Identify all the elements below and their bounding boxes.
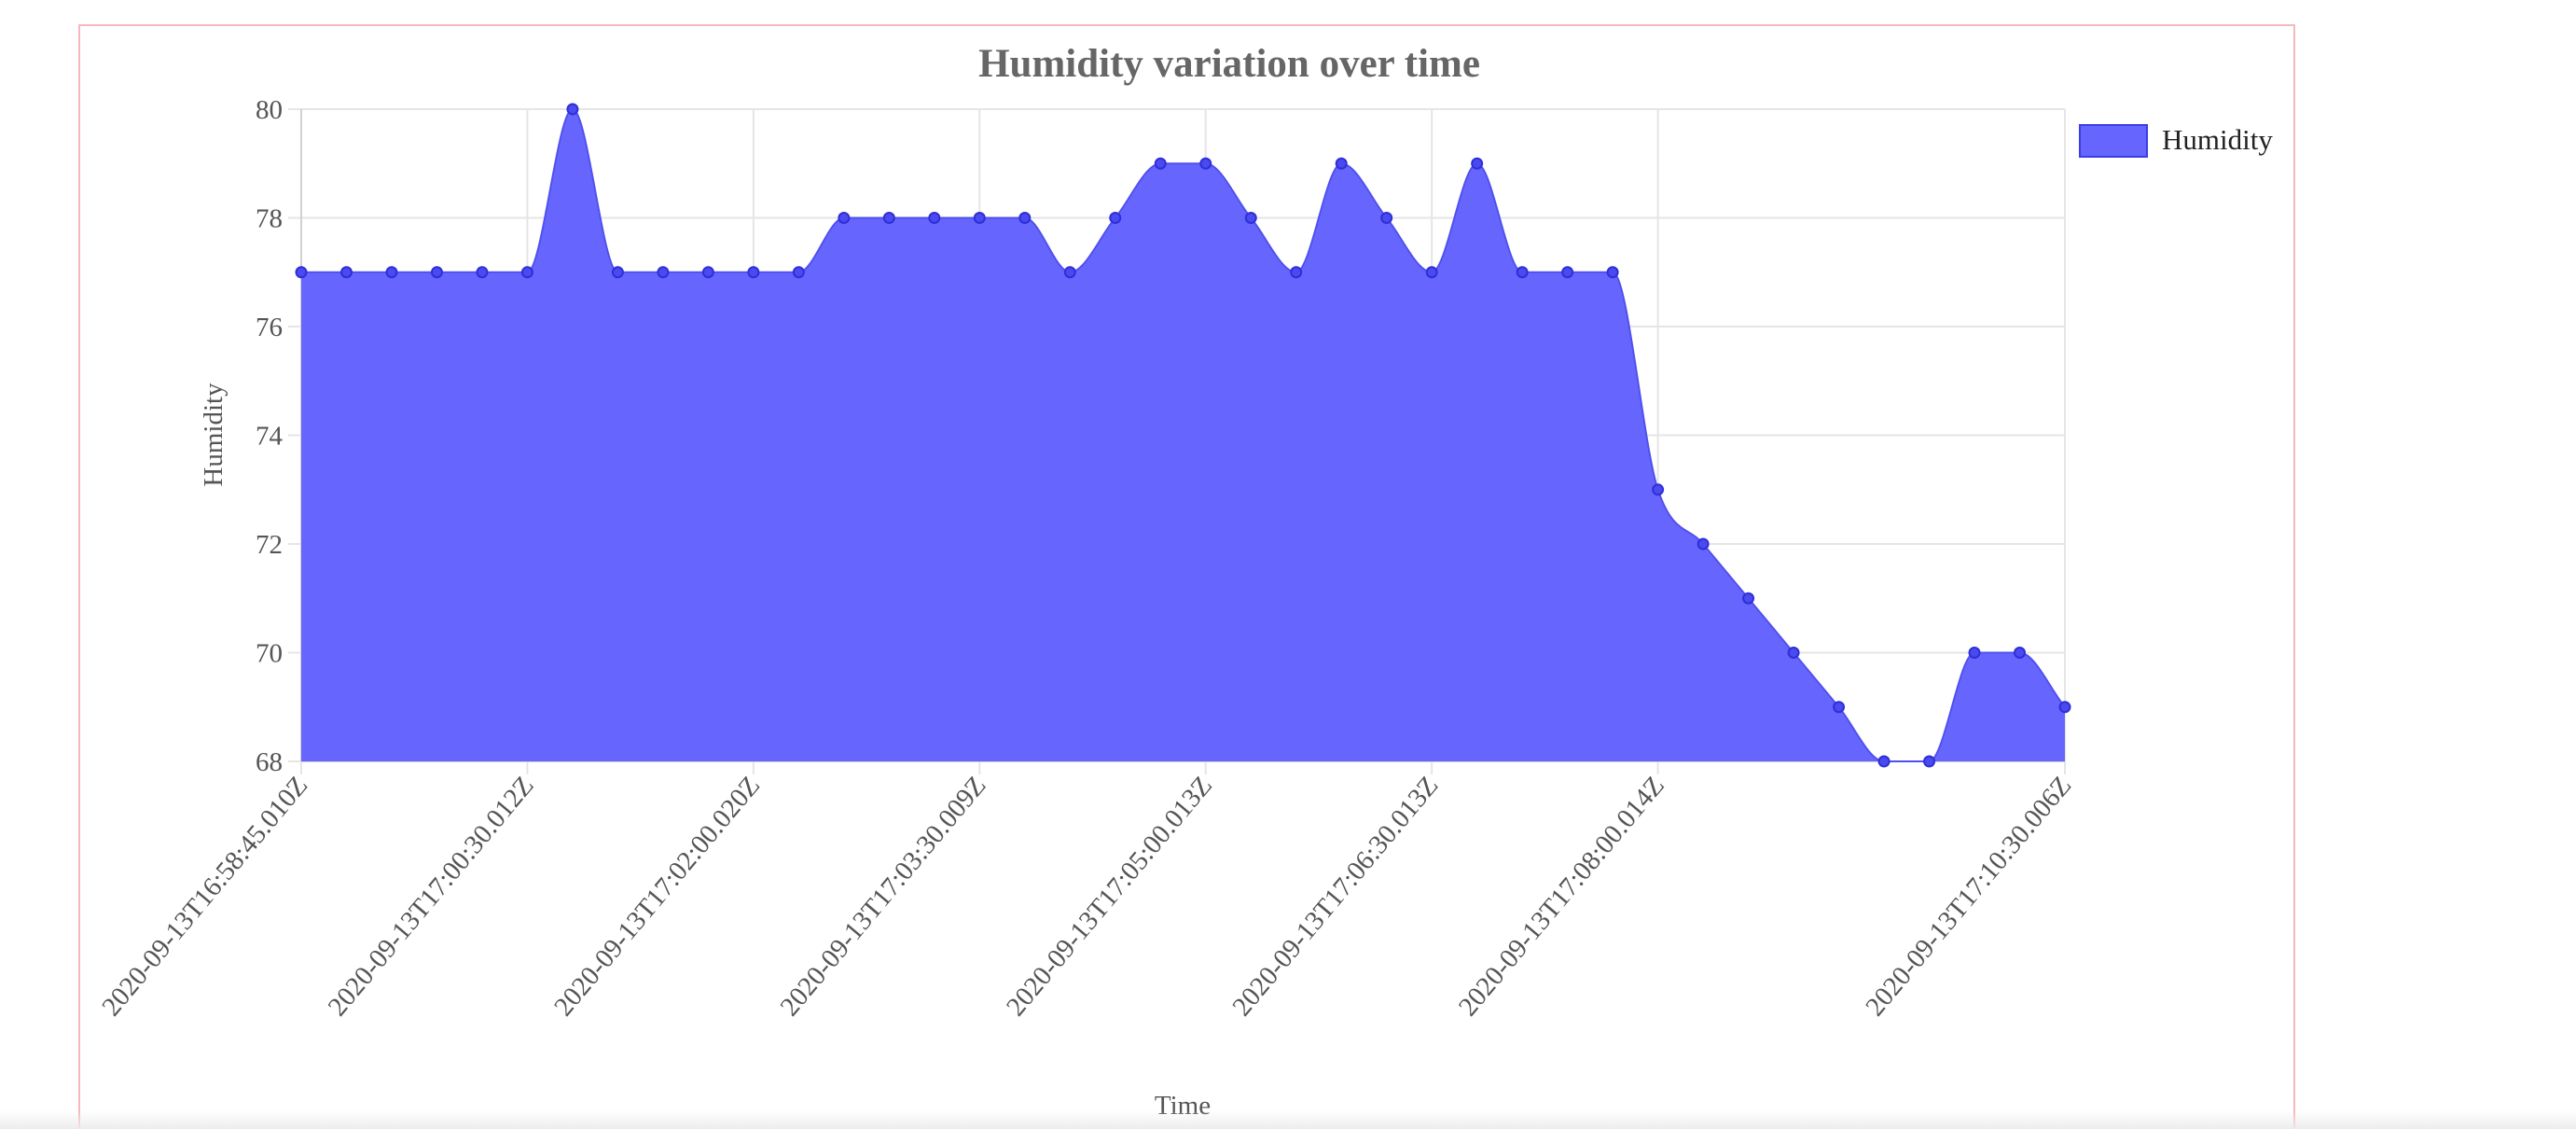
data-point: [566, 103, 579, 116]
data-point: [430, 266, 443, 279]
y-tick-label: 72: [256, 530, 283, 560]
data-point: [1697, 537, 1710, 551]
data-point: [1652, 483, 1665, 496]
data-point: [838, 212, 851, 224]
data-point: [1561, 266, 1574, 279]
bottom-edge: [0, 1110, 2576, 1129]
chart-title: Humidity variation over time: [978, 42, 1480, 86]
legend[interactable]: Humidity: [2079, 123, 2273, 158]
data-point: [1471, 157, 1484, 170]
y-tick-label: 80: [256, 95, 283, 125]
data-point: [747, 266, 760, 279]
x-tick-label: 2020-09-13T17:08:00.014Z: [1453, 771, 1670, 1022]
y-tick-label: 76: [256, 313, 283, 342]
data-point: [520, 266, 533, 279]
series-area: [301, 107, 2066, 762]
data-point: [476, 266, 489, 279]
data-point: [1290, 266, 1303, 279]
data-point: [611, 266, 624, 279]
data-point: [1109, 212, 1122, 224]
data-point: [792, 266, 805, 279]
data-point: [1968, 647, 1981, 659]
y-tick-label: 70: [256, 639, 283, 669]
humidity-line: [301, 107, 2066, 762]
data-point: [385, 266, 398, 279]
data-point: [1063, 266, 1076, 279]
y-axis-ticks: 68 70 72 74 76 78 80: [256, 95, 284, 777]
y-tick-label: 78: [256, 204, 283, 234]
x-tick-label: 2020-09-13T17:02:00.020Z: [548, 771, 766, 1022]
data-point: [1833, 701, 1846, 714]
data-point: [973, 212, 986, 224]
data-point: [928, 212, 941, 224]
data-point: [295, 266, 308, 279]
data-point: [1516, 266, 1529, 279]
data-point: [1787, 647, 1800, 659]
data-point: [1244, 212, 1257, 224]
x-axis-ticks: 2020-09-13T16:58:45.010Z 2020-09-13T17:00…: [96, 771, 2077, 1022]
data-point: [1199, 157, 1212, 170]
data-point: [701, 266, 714, 279]
data-point: [1923, 755, 1936, 768]
data-point: [1606, 266, 1619, 279]
data-point: [1742, 592, 1755, 605]
legend-swatch: [2079, 124, 2148, 158]
y-tick-label: 68: [256, 747, 283, 777]
x-tick-label: 2020-09-13T17:05:00.013Z: [1001, 771, 1218, 1022]
y-axis-title: Humidity: [199, 383, 229, 487]
data-point: [1425, 266, 1438, 279]
data-point: [2014, 647, 2027, 659]
x-tick-label: 2020-09-13T17:10:30.006Z: [1860, 771, 2077, 1022]
data-point: [1154, 157, 1167, 170]
data-point: [882, 212, 895, 224]
data-point: [1380, 212, 1393, 224]
chart-container: [78, 24, 2295, 1129]
data-point: [1335, 157, 1348, 170]
data-point: [339, 266, 353, 279]
x-tick-label: 2020-09-13T16:58:45.010Z: [96, 771, 313, 1022]
data-point: [1018, 212, 1032, 224]
x-tick-label: 2020-09-13T17:00:30.012Z: [323, 771, 540, 1022]
data-point: [1877, 755, 1890, 768]
data-point: [657, 266, 670, 279]
legend-label: Humidity: [2162, 123, 2273, 156]
series-points: [295, 103, 2071, 768]
data-point: [2058, 701, 2071, 714]
x-tick-label: 2020-09-13T17:06:30.013Z: [1226, 771, 1444, 1022]
y-tick-label: 74: [256, 422, 284, 452]
x-tick-label: 2020-09-13T17:03:30.009Z: [775, 771, 992, 1022]
